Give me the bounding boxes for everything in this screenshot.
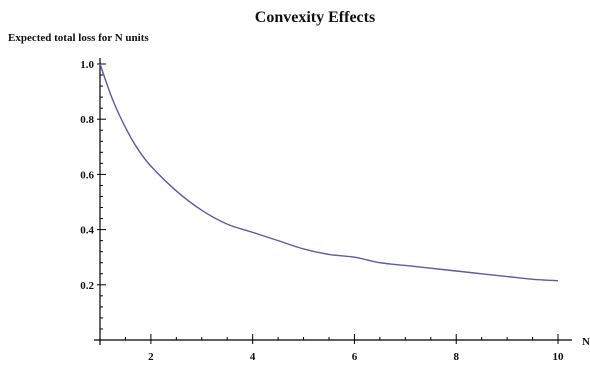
series-layer: [99, 63, 559, 282]
x-tick-label: 6: [352, 351, 358, 363]
y-tick-label: 0.4: [80, 225, 94, 237]
ticks-layer: 2 4 6 8 10 0.2 0.4 0.6 0.8 1.0: [80, 59, 564, 363]
x-axis-label: N: [582, 336, 590, 348]
y-tick-label: 0.8: [80, 114, 94, 126]
y-tick-label: 0.6: [80, 169, 94, 181]
x-tick-label: 10: [553, 351, 565, 363]
x-tick-label: 4: [250, 351, 256, 363]
x-tick-label: 2: [148, 351, 154, 363]
y-tick-label: 0.2: [80, 280, 94, 292]
y-tick-label: 1.0: [80, 59, 94, 71]
chart-title: Convexity Effects: [255, 9, 375, 26]
y-axis-label: Expected total loss for N units: [8, 32, 149, 44]
series-line: [99, 63, 559, 282]
x-tick-label: 8: [453, 351, 459, 363]
